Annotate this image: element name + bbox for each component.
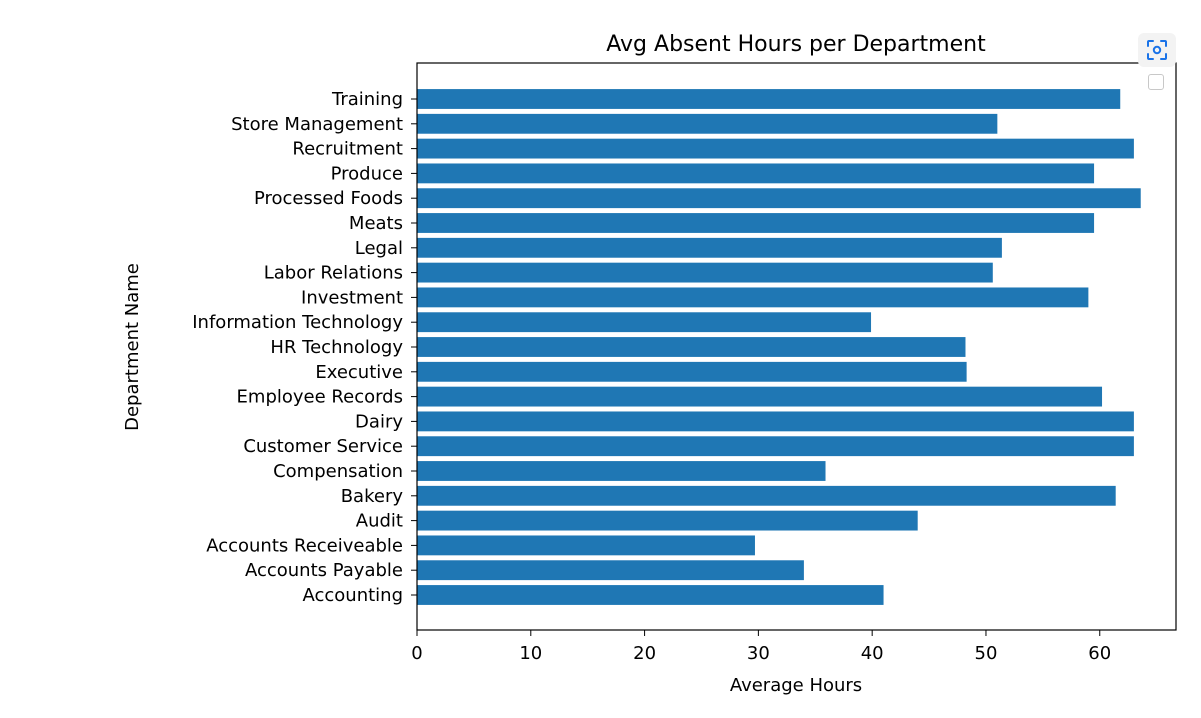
bar-investment — [417, 287, 1089, 308]
bar-legal — [417, 237, 1002, 258]
plot-frame — [416, 62, 1177, 631]
bar-training — [417, 89, 1121, 109]
bar-hr-technology — [417, 337, 966, 357]
x-tick-label: 20 — [633, 643, 656, 664]
y-tick-label: Accounting — [302, 585, 403, 606]
bar-dairy — [417, 411, 1134, 432]
y-tick-label: Compensation — [273, 461, 403, 482]
y-tick-label: Information Technology — [192, 312, 403, 333]
y-tick-label: Employee Records — [237, 387, 403, 408]
y-tick-labels: Accounting Accounts Payable Accounts Recei… — [192, 89, 417, 606]
bar-recruitment — [417, 138, 1134, 159]
y-tick-label: Training — [331, 89, 403, 110]
bar-produce — [417, 163, 1095, 184]
chart-title: Avg Absent Hours per Department — [606, 32, 986, 57]
bar-accounts-payable — [417, 560, 804, 581]
bar-employee-records — [417, 386, 1103, 407]
y-tick-label: Labor Relations — [264, 263, 403, 284]
y-tick-label: Produce — [331, 163, 403, 184]
bar-bakery — [417, 485, 1116, 506]
x-tick-label: 10 — [519, 643, 542, 664]
bar-meats — [417, 213, 1095, 233]
bars — [417, 89, 1141, 605]
y-tick-label: Accounts Payable — [245, 560, 403, 581]
y-tick-label: Customer Service — [243, 436, 403, 457]
bar-audit — [417, 510, 918, 531]
bar-store-management — [417, 113, 998, 134]
y-tick-label: Accounts Receiveable — [206, 535, 403, 556]
y-tick-label: Recruitment — [292, 139, 403, 160]
y-tick-label: Bakery — [341, 486, 404, 507]
x-axis-label: Average Hours — [730, 675, 862, 696]
bar-accounts-receiveable — [417, 535, 755, 556]
y-tick-label: Meats — [349, 213, 403, 234]
y-tick-label: Investment — [301, 287, 403, 308]
x-tick-label: 0 — [411, 643, 422, 664]
x-tick-label: 40 — [861, 643, 884, 664]
x-tick-label: 50 — [975, 643, 998, 664]
y-tick-label: Executive — [315, 362, 403, 383]
bar-compensation — [417, 461, 826, 481]
y-tick-label: Dairy — [355, 411, 403, 432]
inspect-button[interactable] — [1138, 33, 1176, 67]
y-axis-label: Department Name — [122, 263, 143, 431]
y-tick-label: HR Technology — [270, 337, 403, 358]
y-tick-label: Processed Foods — [254, 188, 403, 209]
y-tick-label: Audit — [356, 511, 403, 532]
bar-labor-relations — [417, 262, 993, 283]
x-tick-label: 30 — [747, 643, 770, 664]
bar-processed-foods — [417, 188, 1141, 209]
bar-information-technology — [417, 312, 872, 333]
bar-accounting — [417, 585, 884, 605]
y-tick-label: Legal — [355, 238, 403, 259]
checkbox[interactable] — [1148, 74, 1164, 90]
x-tick-label: 60 — [1088, 643, 1111, 664]
bar-executive — [417, 361, 967, 382]
x-ticks: 0 10 20 30 40 50 60 — [411, 630, 1111, 664]
y-tick-label: Store Management — [231, 114, 403, 135]
bar-customer-service — [417, 436, 1134, 457]
focus-scan-icon — [1147, 40, 1167, 60]
